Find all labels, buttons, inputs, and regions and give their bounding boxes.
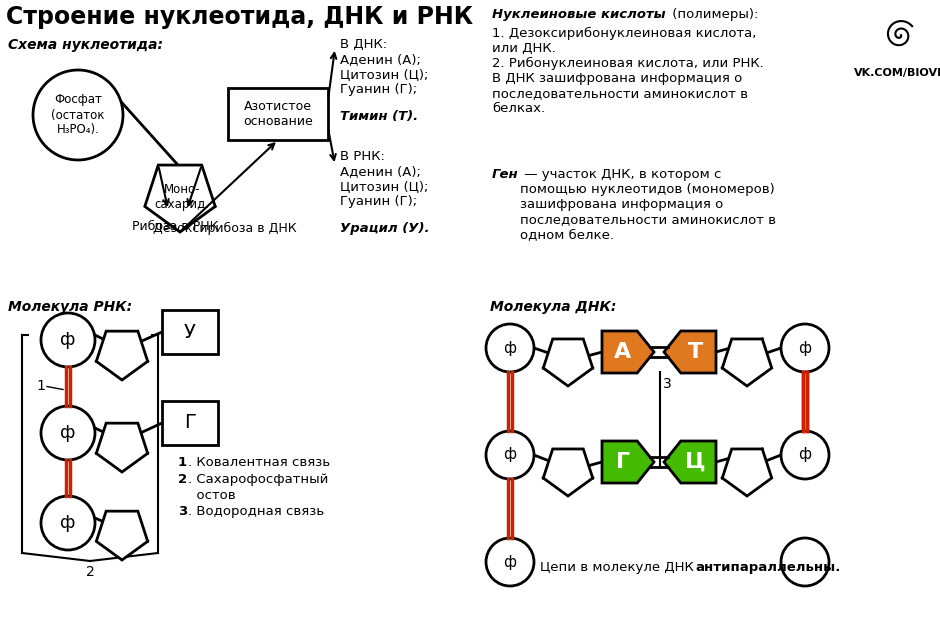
Text: . Водородная связь: . Водородная связь — [188, 505, 324, 518]
Text: Дезоксирибоза в ДНК: Дезоксирибоза в ДНК — [153, 222, 297, 235]
Polygon shape — [96, 423, 148, 472]
Text: В РНК:
Аденин (А);
Цитозин (Ц);
Гуанин (Г);: В РНК: Аденин (А); Цитозин (Ц); Гуанин (… — [340, 150, 429, 208]
Text: 3: 3 — [178, 505, 187, 518]
Text: Нуклеиновые кислоты: Нуклеиновые кислоты — [492, 8, 666, 21]
Circle shape — [486, 538, 534, 586]
Polygon shape — [664, 331, 716, 373]
Circle shape — [41, 406, 95, 460]
Text: — участок ДНК, в котором с
помощью нуклеотидов (мономеров)
зашифрована информаци: — участок ДНК, в котором с помощью нукле… — [520, 168, 776, 241]
Text: ф: ф — [504, 447, 517, 462]
Text: Фосфат
(остаток
H₃PO₄).: Фосфат (остаток H₃PO₄). — [52, 93, 104, 137]
Text: ф: ф — [504, 341, 517, 355]
Text: Г: Г — [616, 452, 630, 472]
Text: 1. Дезоксирибонуклеиновая кислота,
или ДНК.
2. Рибонуклеиновая кислота, или РНК.: 1. Дезоксирибонуклеиновая кислота, или Д… — [492, 27, 763, 115]
Circle shape — [781, 431, 829, 479]
Circle shape — [781, 324, 829, 372]
Text: А: А — [615, 342, 632, 362]
Text: . Ковалентная связь: . Ковалентная связь — [188, 456, 330, 469]
Text: 3: 3 — [663, 377, 672, 391]
Text: ф: ф — [504, 554, 517, 570]
Text: У: У — [184, 323, 196, 342]
Bar — [162, 310, 218, 354]
Text: Г: Г — [184, 413, 196, 433]
Polygon shape — [722, 339, 772, 386]
Polygon shape — [543, 449, 593, 496]
Text: 1: 1 — [36, 379, 45, 394]
Circle shape — [486, 431, 534, 479]
Text: Урацил (У).: Урацил (У). — [340, 222, 430, 235]
Text: Схема нуклеотида:: Схема нуклеотида: — [8, 38, 163, 52]
Text: Т: Т — [687, 342, 702, 362]
Text: Ц: Ц — [684, 452, 705, 472]
Polygon shape — [96, 331, 148, 380]
Text: ф: ф — [798, 447, 811, 462]
Text: остов: остов — [188, 489, 236, 502]
Text: ф: ф — [798, 341, 811, 355]
Text: 2: 2 — [86, 565, 94, 579]
Circle shape — [41, 496, 95, 550]
Circle shape — [41, 313, 95, 367]
Polygon shape — [96, 511, 148, 560]
Bar — [228, 88, 328, 140]
Text: ф: ф — [60, 424, 76, 442]
Circle shape — [33, 70, 123, 160]
Text: ф: ф — [60, 514, 76, 532]
Text: Молекула РНК:: Молекула РНК: — [8, 300, 133, 314]
Text: VK.COM/BIOVK: VK.COM/BIOVK — [854, 68, 940, 78]
Circle shape — [781, 538, 829, 586]
Bar — [162, 401, 218, 445]
Polygon shape — [145, 165, 215, 232]
Polygon shape — [602, 331, 654, 373]
Text: Ген: Ген — [492, 168, 519, 181]
Text: Цепи в молекуле ДНК: Цепи в молекуле ДНК — [540, 561, 698, 574]
Text: Тимин (Т).: Тимин (Т). — [340, 110, 418, 123]
Polygon shape — [543, 339, 593, 386]
Polygon shape — [602, 441, 654, 483]
Text: . Сахарофосфатный: . Сахарофосфатный — [188, 473, 328, 486]
Text: Азотистое
основание: Азотистое основание — [243, 100, 313, 128]
Text: 1: 1 — [178, 456, 187, 469]
Text: 2: 2 — [178, 473, 187, 486]
Text: Моно-
сахарид.: Моно- сахарид. — [154, 183, 210, 211]
Text: В ДНК:
Аденин (А);
Цитозин (Ц);
Гуанин (Г);: В ДНК: Аденин (А); Цитозин (Ц); Гуанин (… — [340, 38, 429, 96]
Text: Молекула ДНК:: Молекула ДНК: — [490, 300, 617, 314]
Text: (полимеры):: (полимеры): — [668, 8, 759, 21]
Text: ф: ф — [60, 331, 76, 349]
Text: Строение нуклеотида, ДНК и РНК: Строение нуклеотида, ДНК и РНК — [6, 5, 473, 29]
Polygon shape — [664, 441, 716, 483]
Circle shape — [486, 324, 534, 372]
Text: антипараллельны.: антипараллельны. — [695, 561, 840, 574]
Text: Рибоза в РНК: Рибоза в РНК — [132, 220, 218, 233]
Polygon shape — [722, 449, 772, 496]
